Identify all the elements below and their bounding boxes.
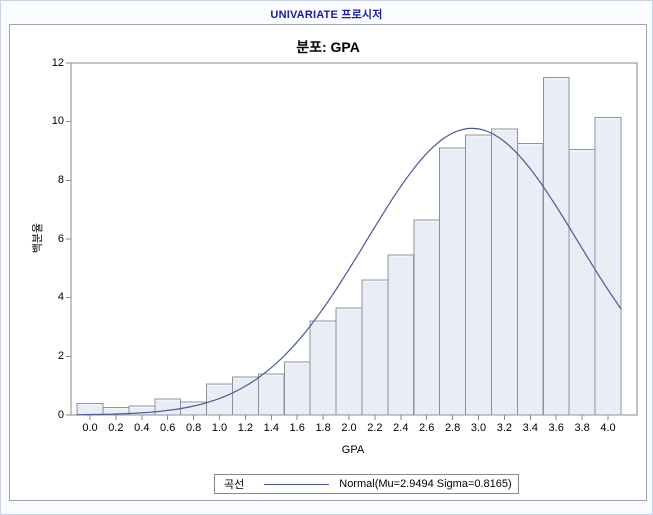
x-tick-label: 1.2 (237, 422, 254, 434)
histogram-bar (206, 383, 234, 416)
x-tick-label: 3.8 (574, 422, 590, 434)
y-tick-label: 4 (57, 291, 64, 304)
chart-title: 분포: GPA (296, 39, 360, 55)
x-tick-label: 3.2 (496, 422, 513, 434)
legend-line-sample-icon (264, 483, 330, 485)
x-tick-label: 0.6 (160, 422, 176, 434)
legend: 곡선 Normal(Mu=2.9494 Sigma=0.8165) (214, 474, 519, 494)
x-tick-label: 3.6 (548, 422, 564, 434)
normal-curve (77, 127, 622, 416)
y-tick-label: 8 (57, 173, 64, 186)
y-tick-label: 0 (57, 408, 64, 421)
y-tick-label: 6 (57, 232, 64, 245)
chart-panel: 분포: GPA 백분율 GPA 곡선 Normal(Mu=2.9494 Sigm… (9, 24, 647, 501)
y-tick-label: 10 (51, 115, 64, 128)
histogram-bar (413, 219, 441, 416)
x-tick-label: 0.8 (185, 422, 202, 434)
histogram-bar (594, 116, 622, 416)
y-tick-label: 2 (57, 349, 64, 362)
histogram-bar (387, 254, 415, 416)
histogram-bar (309, 320, 337, 416)
histogram-bar (283, 361, 311, 416)
x-axis-label: GPA (341, 444, 365, 456)
legend-curve-label: 곡선 (224, 479, 245, 491)
histogram-bar (231, 376, 259, 416)
x-tick-label: 2.0 (341, 422, 357, 434)
plot-area (66, 62, 638, 420)
x-tick-label: 4.0 (600, 422, 616, 434)
procedure-title: UNIVARIATE 프로시저 (270, 9, 383, 21)
x-tick-label: 3.4 (522, 422, 538, 434)
x-tick-label: 0.4 (134, 422, 150, 434)
histogram-bar (335, 307, 363, 416)
x-tick-label: 2.4 (393, 422, 409, 434)
histogram-bar (361, 279, 389, 416)
x-tick-label: 1.6 (289, 422, 305, 434)
histogram-bar (568, 149, 596, 416)
x-tick-label: 0.2 (108, 422, 124, 434)
histogram-bar (439, 147, 467, 416)
x-tick-label: 1.8 (315, 422, 331, 434)
histogram-bar (257, 373, 285, 416)
x-tick-label: 1.4 (263, 422, 279, 434)
histogram-bar (465, 134, 493, 416)
x-tick-label: 0.0 (82, 422, 98, 434)
x-tick-label: 1.0 (211, 422, 228, 434)
x-tick-label: 3.0 (470, 422, 487, 434)
legend-entry-text: Normal(Mu=2.9494 Sigma=0.8165) (339, 478, 512, 490)
histogram-bar (490, 128, 518, 416)
histogram-bar (76, 402, 104, 416)
y-tick-label: 12 (51, 56, 64, 69)
x-tick-label: 2.6 (419, 422, 435, 434)
histogram-bar (154, 398, 182, 416)
histogram-bar (542, 77, 570, 416)
histogram-bar (516, 143, 544, 416)
x-tick-label: 2.8 (444, 422, 461, 434)
x-tick-label: 2.2 (367, 422, 383, 434)
